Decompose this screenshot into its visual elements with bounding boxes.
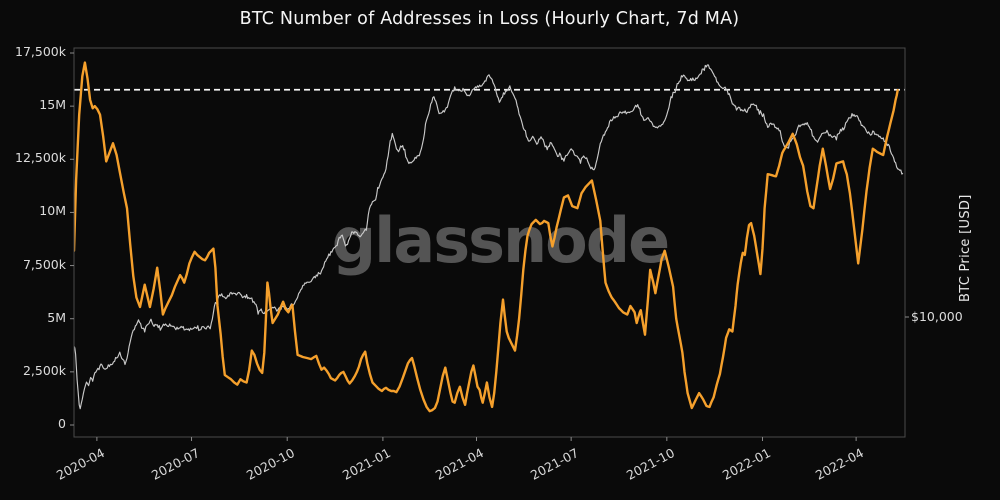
plot-border — [73, 47, 906, 438]
glassnode-watermark: glassnode — [331, 204, 670, 277]
addresses-in-loss-line — [74, 61, 899, 413]
chart-title: BTC Number of Addresses in Loss (Hourly … — [239, 9, 740, 29]
btc-price-line — [74, 64, 904, 410]
